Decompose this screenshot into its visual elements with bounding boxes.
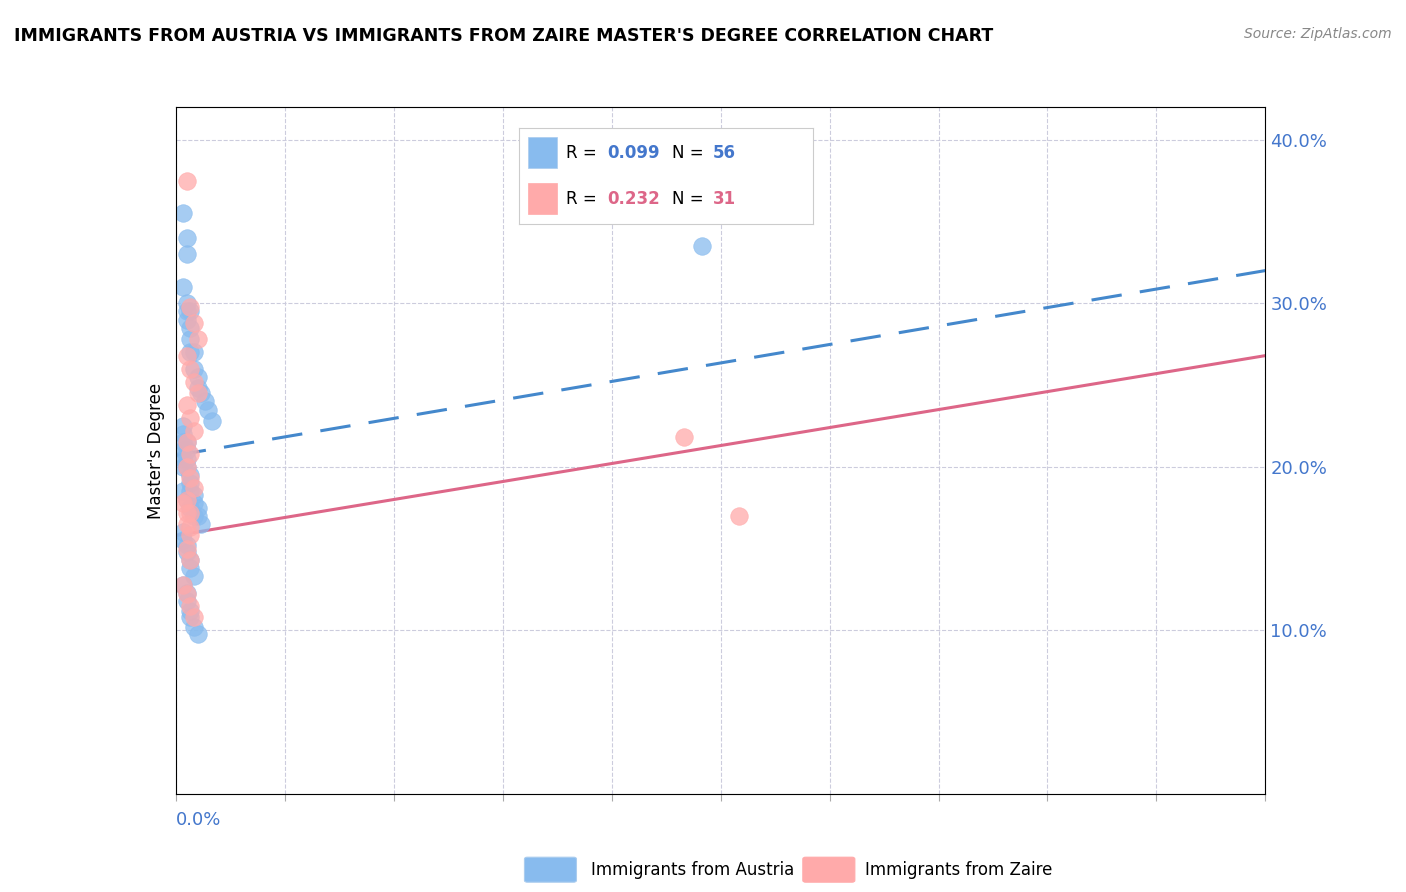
Point — [176, 545, 198, 559]
Point — [179, 345, 201, 359]
Point — [176, 435, 198, 450]
Point — [172, 443, 194, 458]
Point — [186, 508, 209, 523]
Point — [172, 451, 194, 466]
Point — [201, 414, 224, 428]
Point — [179, 506, 201, 520]
Point — [673, 430, 696, 444]
Point — [176, 451, 198, 466]
Point — [176, 398, 198, 412]
Point — [183, 487, 205, 501]
Point — [179, 304, 201, 318]
Point — [727, 508, 749, 523]
Point — [179, 500, 201, 515]
Point — [186, 332, 209, 346]
Point — [179, 447, 201, 461]
Point — [179, 476, 201, 491]
Point — [179, 599, 201, 613]
Point — [183, 610, 205, 624]
Point — [176, 541, 198, 556]
Point — [176, 585, 198, 599]
Point — [176, 492, 198, 507]
Point — [176, 312, 198, 326]
Point — [179, 520, 201, 534]
Text: Source: ZipAtlas.com: Source: ZipAtlas.com — [1244, 27, 1392, 41]
Point — [172, 525, 194, 540]
Point — [176, 506, 198, 520]
Point — [176, 349, 198, 363]
Point — [183, 481, 205, 495]
Point — [176, 594, 198, 608]
Text: Immigrants from Zaire: Immigrants from Zaire — [865, 861, 1052, 879]
Point — [179, 610, 201, 624]
Point — [176, 435, 198, 450]
Point — [179, 467, 201, 482]
Point — [172, 280, 194, 294]
Point — [183, 316, 205, 330]
Point — [172, 427, 194, 442]
Y-axis label: Master's Degree: Master's Degree — [146, 383, 165, 518]
Point — [190, 386, 212, 401]
Point — [179, 300, 201, 314]
Point — [176, 459, 198, 474]
Point — [186, 381, 209, 395]
Text: 0.0%: 0.0% — [176, 811, 221, 829]
Point — [179, 553, 201, 567]
Point — [176, 443, 198, 458]
Point — [172, 484, 194, 499]
Point — [179, 332, 201, 346]
Point — [183, 375, 205, 389]
Point — [186, 500, 209, 515]
Point — [179, 604, 201, 618]
Point — [179, 484, 201, 499]
Point — [179, 361, 201, 376]
Point — [179, 553, 201, 567]
Point — [183, 569, 205, 583]
Point — [176, 459, 198, 474]
Point — [183, 424, 205, 438]
Point — [179, 471, 201, 485]
Point — [186, 386, 209, 401]
Point — [183, 361, 205, 376]
Point — [176, 247, 198, 261]
Point — [179, 410, 201, 425]
Text: Immigrants from Austria: Immigrants from Austria — [591, 861, 794, 879]
Point — [197, 402, 219, 417]
Point — [172, 577, 194, 591]
Point — [176, 516, 198, 531]
Point — [176, 296, 198, 310]
Point — [176, 173, 198, 188]
Point — [176, 587, 198, 601]
Point — [176, 492, 198, 507]
Point — [183, 496, 205, 510]
Point — [183, 345, 205, 359]
Point — [190, 516, 212, 531]
Point — [176, 538, 198, 552]
Point — [183, 508, 205, 523]
Point — [176, 304, 198, 318]
Point — [172, 533, 194, 548]
Point — [172, 435, 194, 450]
Point — [183, 620, 205, 634]
Point — [186, 369, 209, 384]
Point — [172, 418, 194, 433]
Point — [179, 561, 201, 575]
Text: IMMIGRANTS FROM AUSTRIA VS IMMIGRANTS FROM ZAIRE MASTER'S DEGREE CORRELATION CHA: IMMIGRANTS FROM AUSTRIA VS IMMIGRANTS FR… — [14, 27, 993, 45]
Point — [692, 239, 714, 253]
Point — [176, 231, 198, 245]
Point — [179, 528, 201, 542]
Point — [172, 577, 194, 591]
Point — [172, 206, 194, 220]
Point — [172, 459, 194, 474]
Point — [194, 394, 217, 409]
Point — [186, 626, 209, 640]
Point — [179, 321, 201, 335]
Point — [172, 496, 194, 510]
